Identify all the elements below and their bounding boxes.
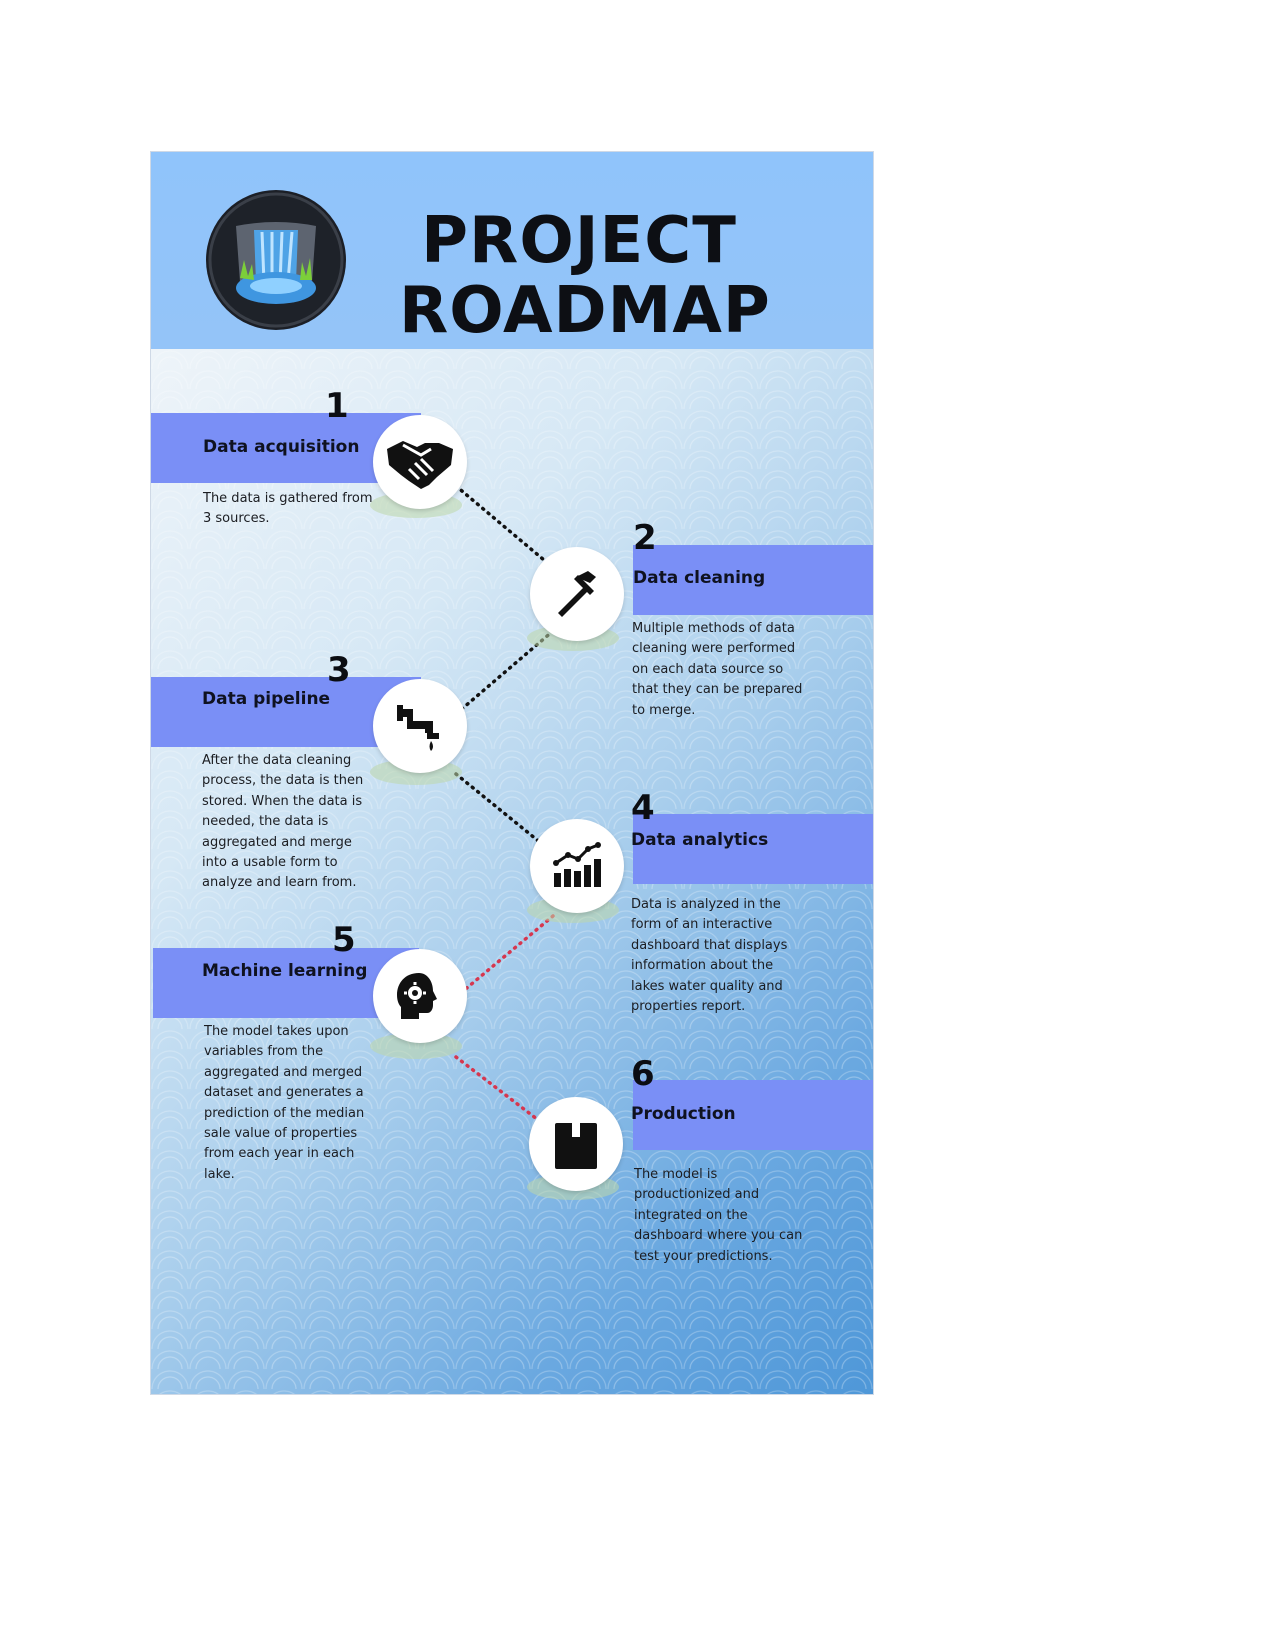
connector-3-4 — [454, 772, 565, 863]
roadmap-body: 1 Data acquisition The data is gathered … — [151, 349, 873, 1394]
box-icon — [555, 1123, 597, 1169]
step-1-circle — [373, 415, 467, 509]
step-5-title: Machine learning — [202, 961, 368, 981]
handshake-icon — [387, 441, 453, 489]
roadmap-poster: PROJECT ROADMAP 1 Data acquisition The d… — [150, 151, 874, 1395]
connector-1-2 — [454, 484, 565, 578]
step-6-number: 6 — [631, 1054, 655, 1094]
step-5-number: 5 — [332, 920, 356, 960]
pipe-drip-icon — [397, 705, 439, 751]
hammer-icon — [558, 571, 596, 617]
connector-4-5 — [454, 914, 555, 999]
step-6-circle — [529, 1097, 623, 1191]
step-4-description: Data is analyzed in the form of an inter… — [631, 897, 788, 1015]
step-4-number: 4 — [631, 788, 655, 828]
head-gear-icon — [397, 973, 437, 1019]
bar-chart-trend-icon — [553, 842, 601, 887]
step-3-description: After the data cleaning process, the dat… — [202, 753, 364, 891]
step-2-description: Multiple methods of data cleaning were p… — [632, 621, 803, 718]
step-2-number: 2 — [633, 518, 657, 558]
step-4-title: Data analytics — [631, 830, 769, 850]
step-4-circle — [530, 819, 624, 913]
step-1-number: 1 — [325, 386, 349, 426]
step-3-circle — [373, 679, 467, 773]
step-4-band — [633, 814, 873, 884]
step-6-title: Production — [631, 1104, 736, 1124]
title-line-2: ROADMAP — [399, 274, 771, 348]
step-1-description: The data is gathered from 3 sources. — [203, 491, 373, 527]
step-6-band — [633, 1080, 873, 1150]
header: PROJECT ROADMAP — [151, 152, 873, 349]
step-6-description: The model is productionized and integrat… — [634, 1167, 803, 1264]
step-5-description: The model takes upon variables from the … — [204, 1024, 365, 1182]
step-5-circle — [373, 949, 467, 1043]
title-line-1: PROJECT — [421, 204, 737, 278]
step-1-title: Data acquisition — [203, 437, 360, 457]
step-2-circle — [530, 547, 624, 641]
step-3-title: Data pipeline — [202, 689, 331, 709]
step-2-band — [633, 545, 873, 615]
waterfall-logo-icon — [206, 190, 346, 330]
step-3-number: 3 — [327, 650, 351, 690]
page-title: PROJECT ROADMAP — [399, 204, 771, 348]
step-2-title: Data cleaning — [633, 568, 766, 588]
